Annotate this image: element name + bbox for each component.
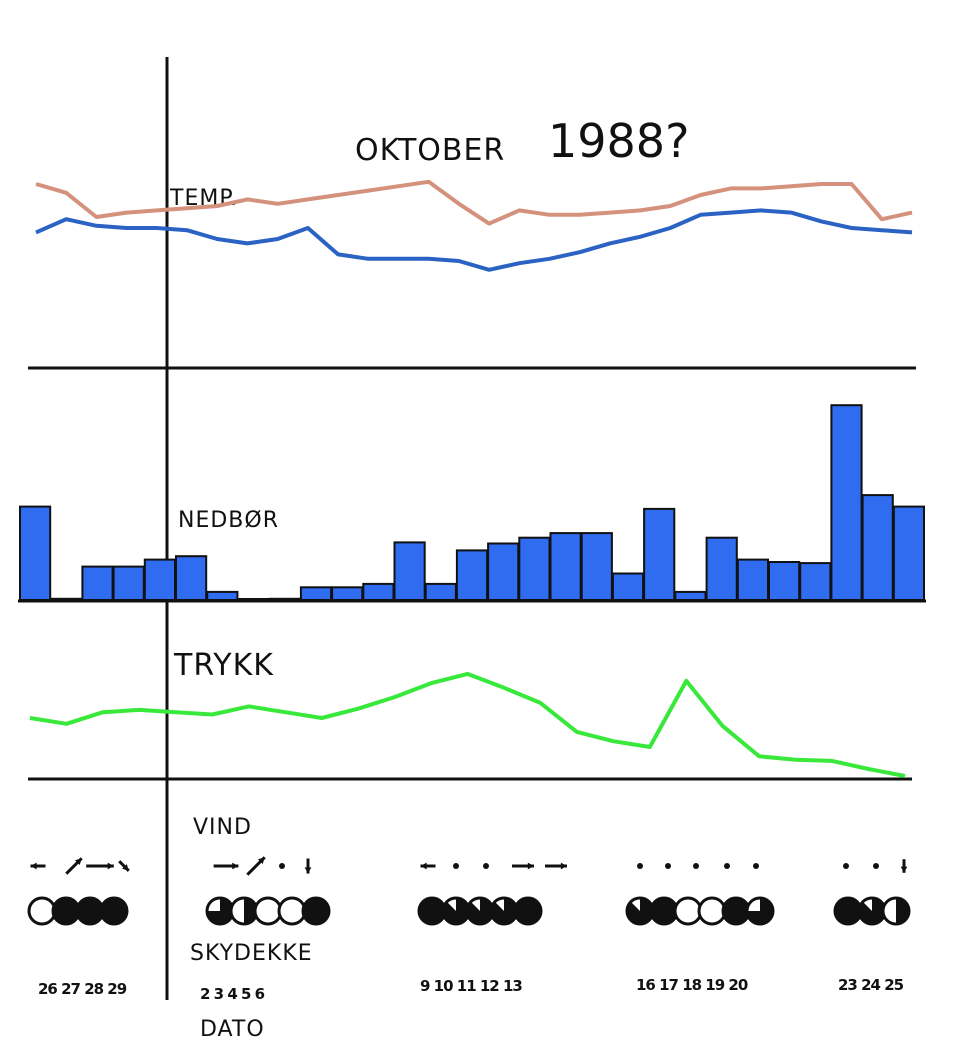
cloud-cover-symbol — [489, 896, 519, 926]
wind-calm-dot — [483, 863, 489, 869]
precip-bar — [424, 582, 457, 602]
cloud-cover-symbol — [745, 896, 775, 926]
cloud-cover-symbol — [229, 896, 259, 926]
wind-calm-dot — [665, 863, 671, 869]
temp-panel — [35, 179, 913, 272]
wind-calm-dot — [873, 863, 879, 869]
cloud-row — [27, 896, 911, 926]
wind-calm-dot — [753, 863, 759, 869]
cloud-cover-symbol — [697, 896, 727, 926]
cloud-cover-symbol — [857, 896, 887, 926]
precip-bar — [674, 590, 707, 602]
precip-bar — [362, 582, 395, 602]
wind-arrow — [304, 858, 312, 874]
date-row: 26 27 28 29 2 3 4 5 6 9 10 11 12 13 16 17 1… — [38, 976, 905, 1003]
cloud-cover-symbol — [513, 896, 543, 926]
precip-bar — [799, 562, 832, 601]
wind-arrow — [512, 862, 534, 870]
wind-arrow — [30, 862, 46, 870]
wind-calm-dot — [724, 863, 730, 869]
date-label: DATO — [200, 1017, 265, 1042]
wind-arrow — [65, 857, 83, 875]
precip-bar — [237, 598, 270, 601]
precip-bar — [331, 586, 364, 601]
wind-calm-dot — [279, 863, 285, 869]
precip-bar — [19, 505, 52, 602]
precip-bar — [768, 561, 801, 601]
wind-arrow — [246, 856, 266, 876]
cloud-cover-symbol — [99, 896, 129, 926]
temp-low-line — [35, 208, 913, 272]
precip-bar — [830, 404, 863, 602]
precip-bar — [112, 565, 145, 601]
cloud-cover-symbol — [721, 896, 751, 926]
cloud-cover-symbol — [75, 896, 105, 926]
cloud-cover-symbol — [277, 896, 307, 926]
chart-title-year: 1988? — [548, 114, 689, 168]
precip-bar — [393, 541, 426, 602]
cloud-cover-symbol — [51, 896, 81, 926]
precip-bar — [643, 507, 676, 601]
precip-bar — [143, 558, 177, 601]
pressure-panel — [29, 671, 906, 778]
wind-calm-dot — [843, 863, 849, 869]
cloud-cover-symbol — [625, 896, 655, 926]
precip-label: NEDBØR — [178, 508, 279, 533]
precip-bar — [549, 532, 582, 601]
precip-bar — [175, 555, 208, 602]
precip-bar — [268, 597, 301, 601]
wind-arrow — [900, 859, 908, 873]
precip-bar — [611, 572, 645, 601]
precip-bar — [206, 590, 239, 602]
precip-panel — [19, 404, 925, 602]
wind-arrow — [86, 862, 114, 870]
precip-bar — [299, 586, 333, 601]
wind-label: VIND — [193, 815, 252, 840]
wind-arrow — [545, 862, 567, 870]
precip-bar — [518, 536, 551, 602]
cloud-cover-symbol — [205, 896, 235, 926]
precip-bar — [455, 549, 489, 602]
cloud-cover-symbol — [673, 896, 703, 926]
precip-bar — [81, 565, 114, 601]
precip-bar — [736, 558, 769, 601]
precip-bar — [50, 597, 83, 601]
wind-arrow — [213, 862, 239, 870]
date-group-label: 9 10 11 12 13 — [420, 977, 522, 995]
precip-bar — [705, 536, 738, 602]
date-group-label: 26 27 28 29 — [38, 980, 127, 998]
pressure-line — [29, 671, 906, 778]
date-group-label: 16 17 18 19 20 — [636, 976, 748, 994]
cloud-cover-symbol — [27, 896, 57, 926]
temp-high-line — [35, 179, 913, 226]
wind-calm-dot — [693, 863, 699, 869]
cloud-cover-symbol — [833, 896, 863, 926]
cloud-cover-symbol — [301, 896, 331, 926]
cloud-cover-symbol — [649, 896, 679, 926]
chart-title: OKTOBER — [355, 133, 505, 168]
precip-bar — [861, 494, 894, 602]
pressure-label: TRYKK — [173, 648, 274, 683]
wind-row — [30, 856, 908, 876]
cloud-cover-symbol — [881, 896, 911, 926]
wind-calm-dot — [637, 863, 643, 869]
cloud-cover-symbol — [253, 896, 283, 926]
date-group-label: 23 24 25 — [838, 976, 904, 994]
precip-bar — [892, 505, 925, 602]
cloud-cover-symbol — [417, 896, 447, 926]
cloud-label: SKYDEKKE — [190, 941, 313, 966]
wind-arrow — [118, 860, 130, 872]
wind-arrow — [420, 862, 436, 870]
cloud-cover-symbol — [441, 896, 471, 926]
wind-calm-dot — [453, 863, 459, 869]
date-group-label: 2 3 4 5 6 — [200, 985, 265, 1003]
precip-bar — [580, 532, 613, 601]
precip-bar — [487, 542, 520, 601]
cloud-cover-symbol — [465, 896, 495, 926]
